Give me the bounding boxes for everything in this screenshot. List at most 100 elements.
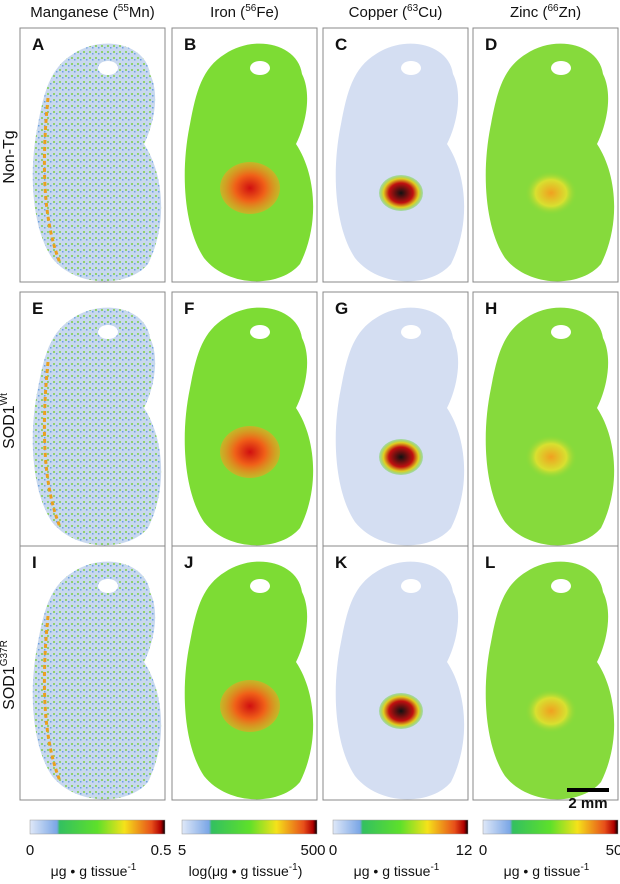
- unit-text: μg • g tissue: [354, 863, 431, 879]
- heart-signal: [525, 171, 577, 215]
- eye: [551, 579, 571, 593]
- panel-letter: B: [184, 35, 196, 54]
- tissue-map: [335, 43, 465, 282]
- panel-letter: H: [485, 299, 497, 318]
- colorbar-max: 0.5: [151, 842, 172, 859]
- heart-signal: [379, 175, 423, 211]
- eye: [551, 325, 571, 339]
- row-label: Non-Tg: [1, 130, 18, 183]
- panel: F: [171, 291, 318, 547]
- colorbar: [29, 819, 166, 835]
- panel-letter: F: [184, 299, 194, 318]
- panel: A: [19, 27, 166, 283]
- header-symbol: Mn): [129, 4, 155, 21]
- vessel-signal: [42, 97, 62, 264]
- heart-signal: [379, 439, 423, 475]
- column-header: Iron (56Fe): [210, 3, 279, 21]
- panel-letter: G: [335, 299, 348, 318]
- eye: [250, 325, 270, 339]
- eye: [98, 579, 118, 593]
- panel: D: [472, 27, 619, 283]
- colorbar-max: 500: [300, 842, 325, 859]
- vessel-signal: [42, 615, 62, 782]
- colorbar: [482, 819, 619, 835]
- panel-letter: L: [485, 553, 495, 572]
- header-name: Copper (: [349, 4, 407, 21]
- eye: [250, 61, 270, 75]
- eye: [401, 61, 421, 75]
- panel: B: [171, 27, 318, 283]
- tissue-map: [485, 43, 615, 282]
- tissue-map: [32, 307, 162, 546]
- colorbar-unit: μg • g tissue-1: [51, 862, 137, 879]
- panel: I: [19, 545, 166, 801]
- colorbar-unit: μg • g tissue-1: [354, 862, 440, 879]
- header-mass: 55: [118, 3, 130, 14]
- column-header: Copper (63Cu): [349, 3, 443, 21]
- column-header: Zinc (66Zn): [510, 3, 581, 21]
- eye: [401, 325, 421, 339]
- colorbar-min: 5: [178, 842, 186, 859]
- heart-signal: [220, 426, 280, 478]
- heart-signal: [220, 162, 280, 214]
- unit-exp: -1: [580, 862, 589, 873]
- panel-letter: D: [485, 35, 497, 54]
- header-name: Zinc (: [510, 4, 548, 21]
- heart-signal: [379, 693, 423, 729]
- header-name: Manganese (: [30, 4, 118, 21]
- header-symbol: Fe): [256, 4, 279, 21]
- heart-signal: [220, 680, 280, 732]
- colorbar-max: 12: [456, 842, 473, 859]
- row-label-sup: G37R: [0, 640, 10, 666]
- row-label-text: SOD1: [1, 405, 18, 449]
- row-label: SOD1G37R: [0, 640, 18, 710]
- header-mass: 66: [547, 3, 559, 14]
- colorbar-min: 0: [26, 842, 34, 859]
- scale-bar-label: 2 mm: [568, 795, 607, 812]
- panel: H: [472, 291, 619, 547]
- tissue-map: [485, 307, 615, 546]
- colorbar-unit: log(μg • g tissue-1): [189, 862, 303, 879]
- unit-close: ): [298, 863, 303, 879]
- header-mass: 56: [245, 3, 257, 14]
- tissue-map: [335, 307, 465, 546]
- colorbar-min: 0: [479, 842, 487, 859]
- panel-letter: A: [32, 35, 44, 54]
- header-name: Iron (: [210, 4, 245, 21]
- tissue-map: [32, 43, 162, 282]
- tissue-map: [335, 561, 465, 800]
- panel: E: [19, 291, 166, 547]
- unit-text: μg • g tissue: [51, 863, 128, 879]
- vessel-signal: [42, 361, 62, 528]
- header-symbol: Cu): [418, 4, 442, 21]
- panel-letter: E: [32, 299, 43, 318]
- heart-signal: [525, 435, 577, 479]
- panel-letter: J: [184, 553, 193, 572]
- colorbar: [332, 819, 469, 835]
- panel-letter: I: [32, 553, 37, 572]
- eye: [250, 579, 270, 593]
- eye: [98, 61, 118, 75]
- row-label: SOD1Wt: [0, 393, 18, 449]
- header-mass: 63: [407, 3, 419, 14]
- tissue-map: [485, 561, 615, 800]
- eye: [98, 325, 118, 339]
- row-label-text: Non-Tg: [1, 130, 18, 183]
- unit-text: log(μg • g tissue: [189, 863, 289, 879]
- eye: [551, 61, 571, 75]
- unit-exp: -1: [289, 862, 298, 873]
- colorbar: [181, 819, 318, 835]
- header-symbol: Zn): [559, 4, 582, 21]
- colorbar-min: 0: [329, 842, 337, 859]
- heart-signal: [525, 689, 577, 733]
- row-label-text: SOD1: [1, 666, 18, 710]
- colorbar-unit: μg • g tissue-1: [504, 862, 590, 879]
- panel: J: [171, 545, 318, 801]
- scale-bar: [567, 788, 609, 792]
- panel: L: [472, 545, 619, 801]
- colorbar-max: 50: [606, 842, 620, 859]
- panel: G: [322, 291, 469, 547]
- panel: C: [322, 27, 469, 283]
- unit-text: μg • g tissue: [504, 863, 581, 879]
